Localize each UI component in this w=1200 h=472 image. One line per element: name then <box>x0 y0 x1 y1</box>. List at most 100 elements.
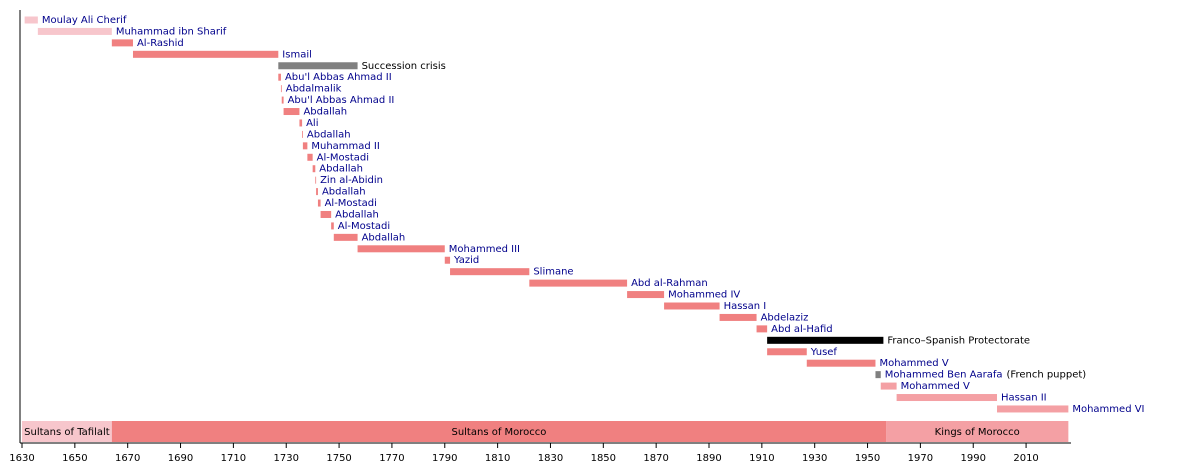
reign-label: Abu'l Abbas Ahmad II <box>285 72 392 83</box>
x-tick-label: 1710 <box>221 453 246 464</box>
x-tick-label: 2010 <box>1013 453 1038 464</box>
reign-name: Al-Mostadi <box>317 152 369 163</box>
reign-bar <box>450 268 530 276</box>
reign-bar <box>896 394 998 402</box>
reign-label: Abdallah <box>303 107 347 118</box>
reign-name: Abdallah <box>319 164 363 175</box>
reign-name: Abu'l Abbas Ahmad II <box>288 95 395 106</box>
reign-name: Mohammed V <box>901 381 970 392</box>
reign-name: Abdallah <box>335 209 379 220</box>
reign-label: Abd al-Hafid <box>771 324 833 335</box>
era-band <box>111 421 887 442</box>
reign-label: Mohammed Ben Aarafa (French puppet) <box>885 370 1087 381</box>
reign-label: Abdelaziz <box>761 312 809 323</box>
reign-name: Abdalmalik <box>286 84 342 95</box>
reign-bar <box>357 245 445 253</box>
reign-bar <box>875 371 881 379</box>
reign-bar <box>280 85 282 93</box>
reign-label: Franco–Spanish Protectorate <box>887 335 1030 346</box>
reign-name: Mohammed V <box>879 358 948 369</box>
reign-bar <box>767 336 884 344</box>
reign-bar <box>302 130 303 138</box>
reign-name: Yazid <box>453 255 479 266</box>
reign-label: Hassan I <box>724 301 767 312</box>
reign-label: Al-Rashid <box>137 38 184 49</box>
reign-name: Al-Mostadi <box>338 221 390 232</box>
reign-name: Mohammed IV <box>668 290 740 301</box>
reign-name: Abdallah <box>322 187 366 198</box>
x-tick-label: 1650 <box>62 453 87 464</box>
reign-name: Franco–Spanish Protectorate <box>887 335 1030 346</box>
reign-label: Muhammad ibn Sharif <box>116 26 227 37</box>
reign-label: Abdallah <box>307 129 351 140</box>
reign-name: Abdelaziz <box>761 312 809 323</box>
x-tick-label: 1990 <box>961 453 986 464</box>
reign-name: Abdallah <box>307 129 351 140</box>
reign-label: Mohammed V <box>901 381 970 392</box>
reign-bar <box>767 348 807 356</box>
reign-name: Abdallah <box>303 107 347 118</box>
reign-bar <box>806 359 876 367</box>
reign-name: Abd al-Rahman <box>631 278 708 289</box>
x-tick-label: 1730 <box>274 453 299 464</box>
reign-name: Mohammed III <box>449 244 520 255</box>
x-tick-label: 1810 <box>485 453 510 464</box>
reign-label: Mohammed III <box>449 244 520 255</box>
reign-bar <box>24 16 38 24</box>
reign-bar <box>320 210 332 218</box>
reign-bar <box>283 108 300 116</box>
reign-label: Abdalmalik <box>286 84 342 95</box>
x-tick-label: 1850 <box>591 453 616 464</box>
reign-name: Ismail <box>282 49 312 60</box>
reign-bar <box>880 382 897 390</box>
reign-bar <box>333 233 358 241</box>
reign-name: Abd al-Hafid <box>771 324 833 335</box>
reign-label: Yazid <box>453 255 479 266</box>
reign-bar <box>627 291 665 299</box>
reign-label: Mohammed VI <box>1072 404 1144 415</box>
reign-name: Slimane <box>533 267 573 278</box>
reign-name: Mohammed VI <box>1072 404 1144 415</box>
reign-label: Al-Mostadi <box>338 221 390 232</box>
x-tick-label: 1910 <box>749 453 774 464</box>
x-tick-label: 1950 <box>855 453 880 464</box>
reign-bar <box>132 50 279 58</box>
reign-label: Hassan II <box>1001 393 1047 404</box>
x-tick-label: 1750 <box>326 453 351 464</box>
reign-label: Al-Mostadi <box>317 152 369 163</box>
reign-note: (French puppet) <box>1007 370 1087 381</box>
reign-label: Succession crisis <box>362 61 446 72</box>
x-tick-label: 1690 <box>168 453 193 464</box>
reign-label: Zin al-Abidin <box>320 175 383 186</box>
reign-label: Moulay Ali Cherif <box>42 15 127 26</box>
x-tick-label: 1890 <box>696 453 721 464</box>
reign-name: Hassan I <box>724 301 767 312</box>
reign-label: Mohammed V <box>879 358 948 369</box>
reign-label: Abdallah <box>322 187 366 198</box>
reign-label: Slimane <box>533 267 573 278</box>
era-label: Sultans of Morocco <box>451 427 546 438</box>
reign-name: Ali <box>306 118 318 129</box>
reign-name: Moulay Ali Cherif <box>42 15 127 26</box>
x-tick-label: 1870 <box>643 453 668 464</box>
reign-bar <box>315 176 317 184</box>
reign-bar <box>299 119 303 127</box>
reign-bar <box>719 313 757 321</box>
reign-name: Mohammed Ben Aarafa <box>885 370 1003 381</box>
reign-name: Succession crisis <box>362 61 446 72</box>
reign-label: Abd al-Rahman <box>631 278 708 289</box>
reign-bar <box>281 96 284 104</box>
reign-bar <box>529 279 628 287</box>
reign-label: Muhammad II <box>311 141 379 152</box>
reign-name: Abdallah <box>362 232 406 243</box>
era-label: Kings of Morocco <box>935 427 1020 438</box>
reign-name: Al-Mostadi <box>325 198 377 209</box>
x-tick-label: 1790 <box>432 453 457 464</box>
reign-bar <box>302 142 308 150</box>
reign-label: Al-Mostadi <box>325 198 377 209</box>
reign-name: Al-Rashid <box>137 38 184 49</box>
reign-bar <box>317 199 321 207</box>
reign-bar <box>37 27 112 35</box>
reign-name: Hassan II <box>1001 393 1047 404</box>
